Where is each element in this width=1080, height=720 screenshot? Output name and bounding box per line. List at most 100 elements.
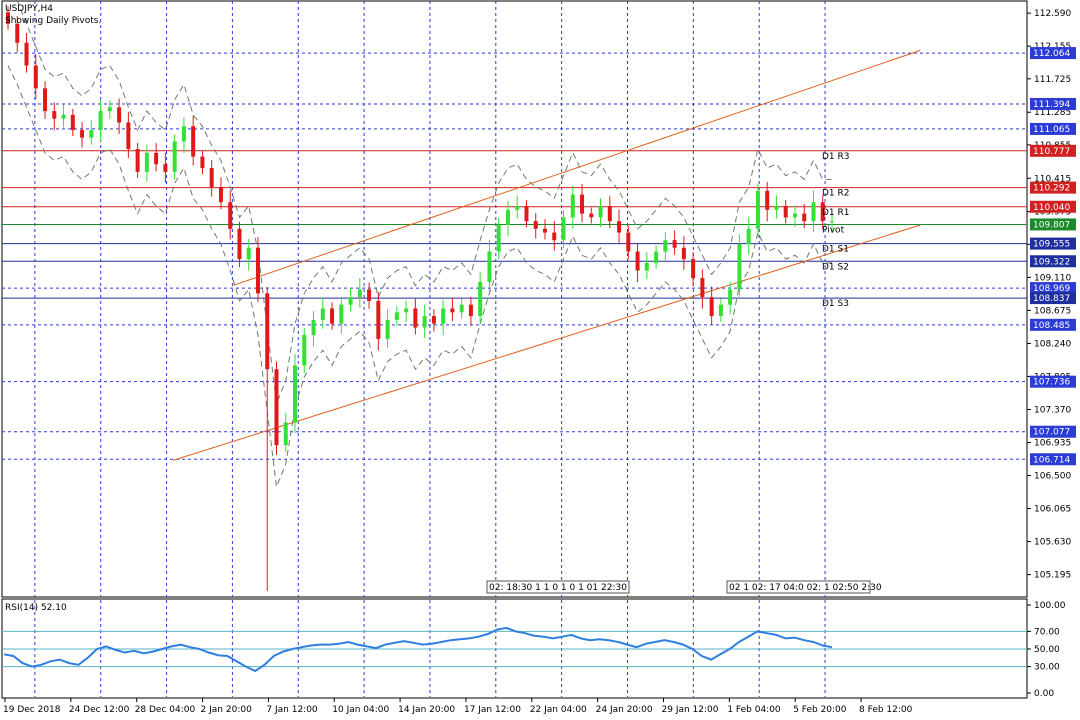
level-tag bbox=[1030, 318, 1076, 331]
time-tick-label: 7 Jan 12:00 bbox=[266, 705, 318, 715]
candle-body bbox=[144, 152, 149, 172]
level-tag-label: 107.736 bbox=[1033, 378, 1070, 388]
candle-body bbox=[542, 228, 547, 233]
candle-body bbox=[598, 205, 603, 218]
candle-body bbox=[209, 168, 214, 188]
level-tag bbox=[1030, 218, 1076, 231]
time-axis: 19 Dec 2018 24 Dec 12:00 28 Dec 04:00 2 Jan… bbox=[3, 698, 913, 715]
candle-body bbox=[450, 308, 455, 313]
candle-body bbox=[52, 111, 57, 119]
candle-body bbox=[385, 319, 390, 339]
candle-body bbox=[765, 190, 770, 210]
candle-body bbox=[80, 130, 85, 138]
price-tick-label: 108.240 bbox=[1034, 339, 1071, 349]
candle-body bbox=[709, 297, 714, 317]
pivot-level-labels: D1 R3 D1 R2 D1 R1 Pivot D1 S1 D1 S2 D1 S3 bbox=[822, 152, 850, 309]
candle-body bbox=[33, 65, 38, 89]
candle-body bbox=[561, 217, 566, 241]
level-tag bbox=[1030, 453, 1076, 466]
candle-body bbox=[255, 247, 260, 294]
time-tick-label: 22 Jan 04:00 bbox=[530, 705, 587, 715]
candle-body bbox=[367, 289, 372, 301]
candle-body bbox=[755, 190, 760, 229]
candle-body bbox=[626, 232, 631, 252]
candle-body bbox=[691, 259, 696, 279]
candle-body bbox=[830, 221, 834, 223]
time-tick-label: 10 Jan 04:00 bbox=[332, 705, 389, 715]
candle-body bbox=[478, 281, 483, 317]
candle-body bbox=[783, 205, 788, 218]
candle-body bbox=[802, 213, 807, 222]
price-tick-label: 105.195 bbox=[1034, 571, 1071, 581]
level-tag bbox=[1030, 282, 1076, 295]
candle-body bbox=[293, 365, 298, 423]
candle-body bbox=[404, 308, 409, 313]
price-tick-label: 111.285 bbox=[1034, 108, 1071, 118]
price-tick-label: 109.110 bbox=[1034, 273, 1071, 283]
channel-line bbox=[232, 49, 921, 287]
pivot-label: D1 R1 bbox=[822, 208, 850, 218]
candle-body bbox=[700, 278, 705, 298]
pivot-label: D1 S2 bbox=[822, 262, 849, 272]
time-tick-label: 8 Feb 12:00 bbox=[859, 705, 913, 715]
candle-body bbox=[283, 422, 288, 446]
candle-body bbox=[98, 111, 103, 131]
candle-body bbox=[468, 304, 473, 317]
level-tag-label: 109.807 bbox=[1033, 220, 1070, 230]
candle-body bbox=[570, 194, 575, 218]
time-tick-label: 24 Jan 20:00 bbox=[596, 705, 653, 715]
upper-band bbox=[16, 0, 832, 406]
candle-body bbox=[681, 247, 686, 260]
price-tick-label: 107.370 bbox=[1034, 405, 1071, 415]
price-tick-label: 106.065 bbox=[1034, 505, 1071, 515]
candle-body bbox=[348, 297, 353, 305]
level-tag bbox=[1030, 255, 1076, 268]
candle-body bbox=[524, 205, 529, 222]
candle-body bbox=[376, 300, 381, 339]
chart-symbol-title: USDJPY,H4 bbox=[5, 4, 53, 14]
price-tick-label: 111.725 bbox=[1034, 75, 1071, 85]
candle-body bbox=[728, 289, 733, 305]
time-tick-label: 17 Jan 12:00 bbox=[464, 705, 521, 715]
candle-body bbox=[580, 194, 585, 214]
candle-body bbox=[246, 247, 251, 260]
candle-body bbox=[200, 156, 205, 169]
candle-body bbox=[24, 42, 29, 66]
candle-body bbox=[6, 12, 10, 24]
time-tick-label: 29 Jan 12:00 bbox=[662, 705, 719, 715]
level-tag bbox=[1030, 425, 1076, 438]
rsi-tick-label: 70.00 bbox=[1034, 627, 1060, 637]
candle-body bbox=[237, 228, 242, 260]
pivot-label: D1 S3 bbox=[822, 299, 849, 309]
rsi-title: RSI(14) 52.10 bbox=[5, 603, 67, 613]
candle-body bbox=[515, 205, 520, 210]
candle-body bbox=[496, 224, 501, 252]
pivot-label: D1 S1 bbox=[822, 245, 849, 255]
candle-body bbox=[737, 243, 742, 290]
candle-body bbox=[607, 205, 612, 222]
rsi-tick-label: 0.00 bbox=[1034, 689, 1054, 699]
candle-body bbox=[107, 107, 112, 112]
candle-body bbox=[505, 209, 510, 225]
rsi-tick-label: 50.00 bbox=[1034, 645, 1060, 655]
rsi-tick-label: 100.00 bbox=[1034, 601, 1066, 611]
candle-body bbox=[422, 316, 427, 328]
candle-body bbox=[663, 240, 668, 252]
candle-body bbox=[89, 130, 94, 138]
level-tag-label: 111.065 bbox=[1033, 125, 1070, 135]
candle-body bbox=[746, 228, 751, 244]
level-tag bbox=[1030, 200, 1076, 213]
candle-body bbox=[357, 289, 362, 298]
price-tick-label: 112.590 bbox=[1034, 9, 1071, 19]
candle-body bbox=[330, 308, 335, 324]
price-panel[interactable] bbox=[1, 0, 1028, 598]
candle-body bbox=[339, 304, 344, 324]
candle-body bbox=[191, 126, 196, 157]
level-tag-label: 108.485 bbox=[1033, 321, 1070, 331]
candle-body bbox=[811, 202, 816, 222]
level-tag-label: 106.714 bbox=[1033, 455, 1070, 465]
level-tag bbox=[1030, 47, 1076, 60]
horizontal-levels bbox=[2, 52, 1027, 460]
candle-body bbox=[820, 202, 825, 222]
